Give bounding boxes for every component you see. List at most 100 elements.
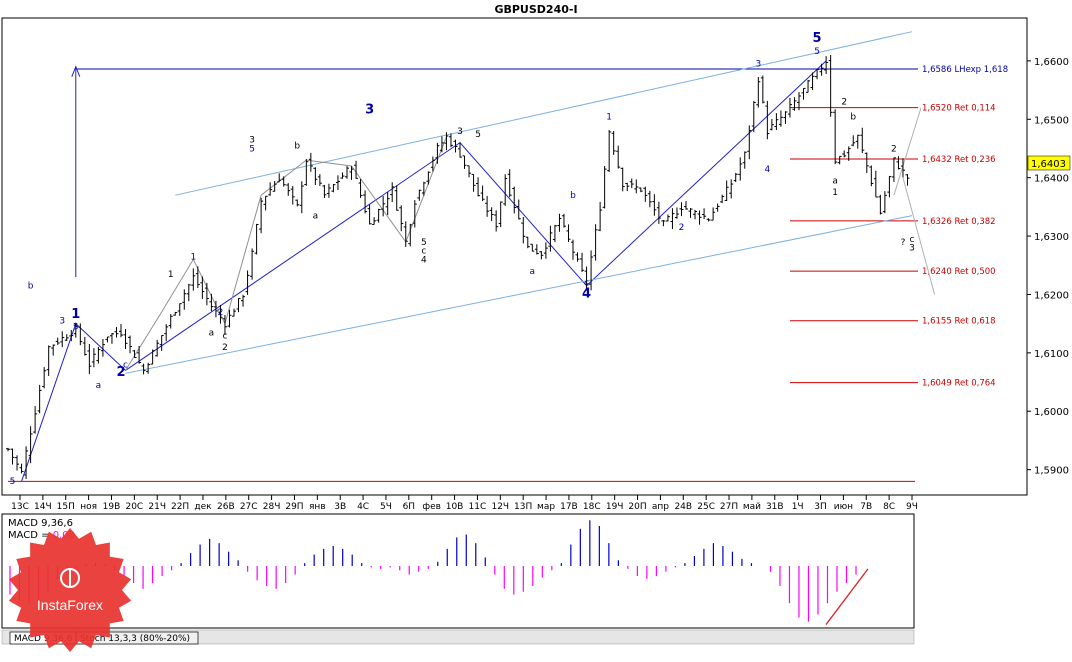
time-tick-label: дек xyxy=(194,502,212,512)
forecast-line-down xyxy=(902,177,936,295)
fib-level-label: 1,6326 Ret 0,382 xyxy=(922,217,996,227)
wave-label: a xyxy=(313,212,319,222)
fib-level-label: 1,6049 Ret 0,764 xyxy=(922,379,996,389)
indicator-panel-frame xyxy=(1,513,915,629)
fib-level-label: 1,6586 LHexp 1,618 xyxy=(922,65,1008,75)
wave-label: 5 xyxy=(249,144,255,154)
wave-label: a xyxy=(209,328,215,338)
wave-label: 4 xyxy=(582,286,591,301)
minor-wave-line xyxy=(125,136,447,371)
time-tick-label: 14Ч xyxy=(34,502,52,512)
time-tick-label: 3В xyxy=(334,502,346,512)
time-tick-label: 27П xyxy=(720,502,738,512)
price-tick-label: 1,6400 xyxy=(1034,174,1069,185)
macd-signal-line xyxy=(825,568,869,625)
wave-label: b xyxy=(294,141,300,151)
wave-label: 1 xyxy=(190,252,196,262)
wave-label: 5 xyxy=(73,322,79,332)
time-tick-label: 6П xyxy=(403,502,416,512)
time-tick-label: 4С xyxy=(357,502,369,512)
wave-label: c xyxy=(222,331,227,341)
fib-level-label: 1,6520 Ret 0,114 xyxy=(922,104,996,114)
wave-label: 5 xyxy=(813,31,822,46)
upper-channel-line xyxy=(175,31,913,196)
time-tick-label: мар xyxy=(537,502,555,512)
wave-label: 2 xyxy=(116,365,125,380)
instaforex-logo: InstaForex xyxy=(8,528,132,652)
wave-label: 5 xyxy=(10,477,16,487)
instaforex-logo-icon xyxy=(60,568,80,588)
time-tick-label: май xyxy=(743,502,761,512)
time-tick-label: апр xyxy=(652,502,669,512)
wave-label: 1 xyxy=(832,188,838,198)
time-tick-label: 8С xyxy=(883,502,895,512)
time-tick-label: 13C xyxy=(11,502,29,512)
time-tick-label: янв xyxy=(309,502,326,512)
wave-label: 3 xyxy=(365,102,374,117)
wave-label: 5 xyxy=(475,130,481,140)
time-tick-label: 31В xyxy=(766,502,784,512)
wave-label: 3 xyxy=(249,136,255,146)
time-tick-label: 29П xyxy=(285,502,303,512)
fib-level-label: 1,6432 Ret 0,236 xyxy=(922,155,996,165)
svg-text:1,6403: 1,6403 xyxy=(1031,159,1066,170)
wave-label: 2 xyxy=(841,98,847,108)
time-tick-label: 22П xyxy=(171,502,189,512)
wave-label: 1 xyxy=(71,307,80,322)
time-tick-label: 3П xyxy=(814,502,827,512)
target-arrow-head xyxy=(71,65,81,77)
time-tick-label: 7В xyxy=(860,502,872,512)
forecast-line-up xyxy=(893,107,922,196)
wave-label: c xyxy=(421,247,426,257)
time-axis: 13C 14Ч 15П ноя 19В 20С 21Ч 22П дек 26В 27С 28Ч 29П я… xyxy=(11,495,918,512)
time-tick-label: 13П xyxy=(514,502,532,512)
wave-label: 5 xyxy=(421,238,427,248)
time-tick-label: 28Ч xyxy=(263,502,281,512)
time-tick-label: 24В xyxy=(674,502,692,512)
time-tick-label: 18С xyxy=(583,502,601,512)
time-tick-label: ноя xyxy=(80,502,97,512)
price-tick-label: 1,6500 xyxy=(1034,115,1069,126)
chart-title: GBPUSD240-I xyxy=(494,3,577,16)
time-tick-label: 19В xyxy=(103,502,121,512)
fibonacci-levels: 1,6586 LHexp 1,618 1,6520 Ret 0,114 1,6432… xyxy=(8,65,1008,482)
tabs-strip xyxy=(1,629,915,645)
wave-label: b xyxy=(850,112,856,122)
wave-label: 4 xyxy=(421,255,427,265)
wave-label: c xyxy=(910,235,915,245)
wave-label: c xyxy=(123,360,128,370)
wave-label: a xyxy=(832,177,838,187)
wave-label: 3 xyxy=(909,244,915,254)
wave-label: 4 xyxy=(764,165,770,175)
wave-label: 1 xyxy=(168,270,174,280)
wave-label: 2 xyxy=(218,308,224,318)
fib-level-label: 1,6155 Ret 0,618 xyxy=(922,317,996,327)
time-tick-label: 9Ч xyxy=(906,502,918,512)
wave-label: 3 xyxy=(59,317,65,327)
wave-label: ? xyxy=(901,238,906,248)
time-tick-label: фев xyxy=(422,502,441,512)
wave-label: b xyxy=(28,282,34,292)
major-wave-line xyxy=(21,60,827,482)
wave-label: 3 xyxy=(755,60,761,70)
price-axis: 1,6600 1,6500 1,6400 1,6300 1,6200 1,6100 1,60… xyxy=(1027,57,1069,477)
time-tick-label: 20С xyxy=(125,502,143,512)
wave-label: 3 xyxy=(457,127,463,137)
fib-level-label: 1,6240 Ret 0,500 xyxy=(922,267,996,277)
time-tick-label: 5Ч xyxy=(380,502,392,512)
price-panel-frame xyxy=(1,17,1028,496)
wave-label: c xyxy=(584,279,589,289)
wave-label: 1 xyxy=(606,112,612,122)
wave-label: a xyxy=(96,381,102,391)
time-tick-label: 11С xyxy=(469,502,487,512)
wave-label: a xyxy=(530,267,536,277)
price-tick-label: 1,5900 xyxy=(1034,466,1069,477)
time-tick-label: 19Ч xyxy=(606,502,624,512)
time-tick-label: 12Ч xyxy=(491,502,509,512)
macd-label: MACD 9,36,6 xyxy=(8,518,73,529)
time-tick-label: июн xyxy=(834,502,853,512)
svg-text:InstaForex: InstaForex xyxy=(37,597,103,613)
svg-text:Stoch 13,3,3 (80%-20%): Stoch 13,3,3 (80%-20%) xyxy=(80,634,190,644)
